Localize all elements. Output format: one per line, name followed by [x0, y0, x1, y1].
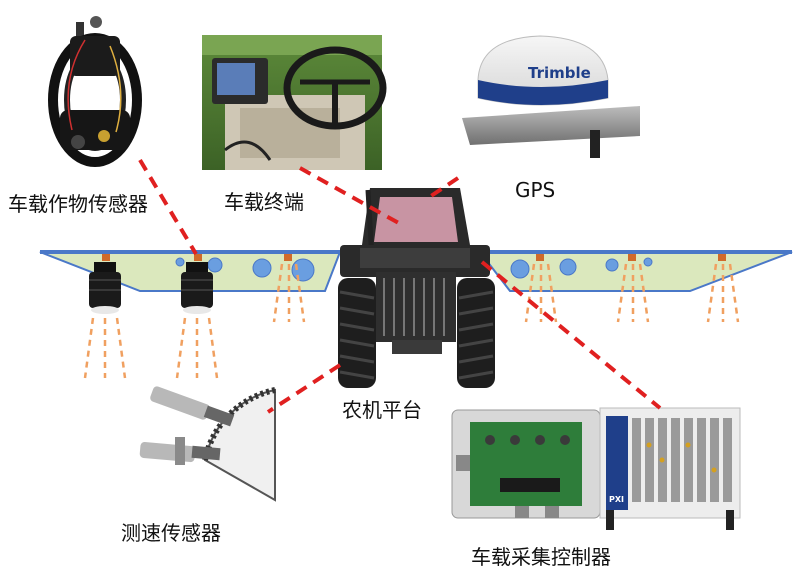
gps-brand-text: Trimble: [528, 64, 591, 82]
tractor: [338, 188, 495, 388]
label-crop-sensor: 车载作物传感器: [8, 188, 148, 217]
connector-crop-sensor: [140, 160, 196, 254]
crop-sensor-photo: [53, 16, 137, 162]
controller-photo: PXI: [452, 408, 740, 530]
connector-speed-sensor: [268, 365, 340, 412]
label-controller: 车载采集控制器: [471, 541, 611, 570]
label-terminal: 车载终端: [224, 186, 304, 215]
controller-brand-text: PXI: [609, 495, 624, 504]
gps-photo: Trimble: [462, 36, 640, 158]
speed-sensor-photo: [139, 385, 275, 500]
terminal-photo: [202, 35, 383, 170]
label-platform: 农机平台: [342, 394, 422, 423]
label-speed-sensor: 测速传感器: [121, 517, 221, 546]
label-gps: GPS: [515, 178, 555, 202]
